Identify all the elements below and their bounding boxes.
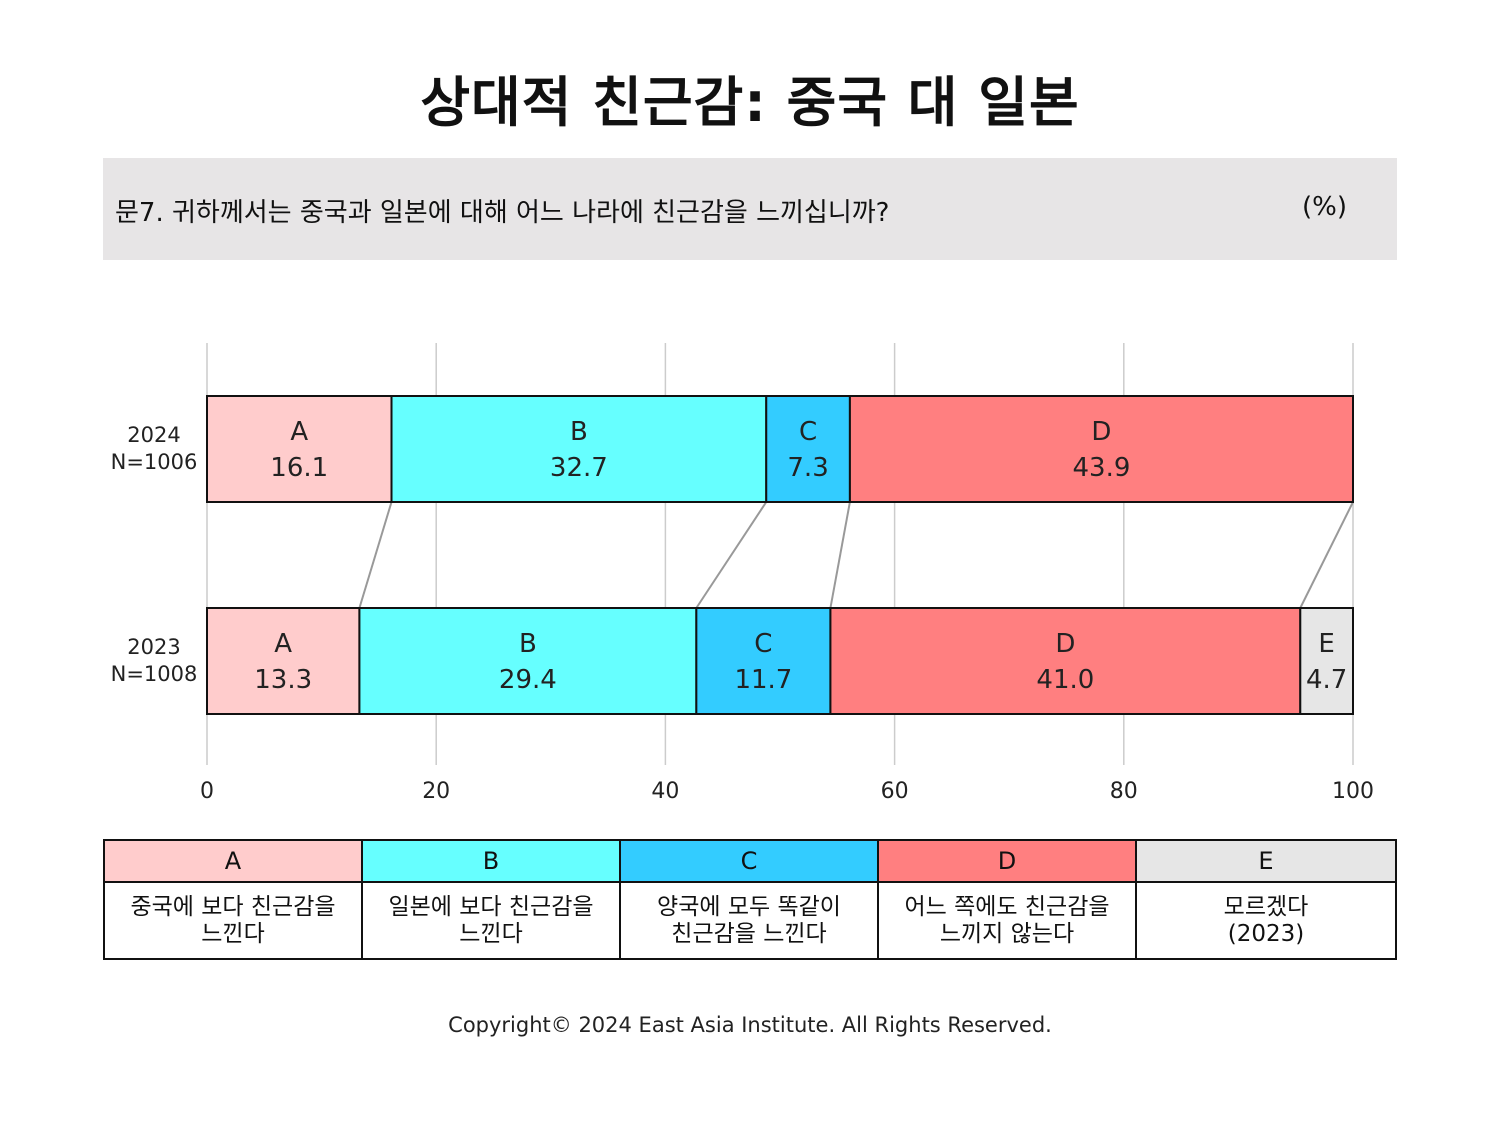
legend-key-D: D [879, 841, 1137, 883]
bar-key-label-2023-C: C [754, 629, 772, 659]
legend-desc-A: 중국에 보다 친근감을 느낀다 [105, 883, 363, 958]
data-label-2023-B: 29.4 [499, 665, 557, 695]
page-title: 상대적 친근감: 중국 대 일본 [420, 71, 1080, 134]
legend-desc-C: 양국에 모두 똑같이 친근감을 느낀다 [621, 883, 879, 958]
bar-2024-D [848, 395, 1354, 503]
data-label-2024-D: 43.9 [1073, 453, 1131, 483]
x-tick-label-20: 20 [422, 779, 450, 804]
x-tick-label-0: 0 [200, 779, 214, 804]
legend-key-E: E [1137, 841, 1395, 883]
x-tick-label-60: 60 [881, 779, 909, 804]
bar-2023-A [206, 607, 361, 715]
bar-2024-A [206, 395, 393, 503]
legend-desc-E: 모르겠다 (2023) [1223, 893, 1309, 947]
copyright-text: Copyright© 2024 East Asia Institute. All… [448, 1013, 1052, 1037]
question-box: 문7. 귀하께서는 중국과 일본에 대해 어느 나라에 친근감을 느끼십니까? … [103, 158, 1397, 260]
data-label-2024-A: 16.1 [270, 453, 328, 483]
connector-line-C [829, 501, 851, 609]
bar-key-label-2023-D: D [1055, 629, 1075, 659]
bar-key-label-2024-D: D [1091, 417, 1111, 447]
connector-line-B [695, 501, 768, 609]
bar-2024-B [390, 395, 768, 503]
bar-2023-E [1299, 607, 1355, 715]
bar-key-label-2023-B: B [519, 629, 537, 659]
bar-2023-B [358, 607, 698, 715]
connector-line-D [1299, 501, 1354, 609]
row-label-n-2024: N=1006 [111, 450, 198, 474]
bar-2023-C [695, 607, 832, 715]
data-label-2023-D: 41.0 [1036, 665, 1094, 695]
legend-desc-D: 어느 쪽에도 친근감을 느끼지 않는다 [879, 883, 1137, 958]
data-label-2023-C: 11.7 [734, 665, 792, 695]
row-label-year-2024: 2024 [127, 423, 180, 447]
x-tick-label-100: 100 [1332, 779, 1374, 804]
bar-key-label-2024-A: A [290, 417, 308, 447]
question-unit: (%) [1302, 192, 1347, 222]
data-label-2024-B: 32.7 [550, 453, 608, 483]
x-tick-label-80: 80 [1110, 779, 1138, 804]
data-label-2023-A: 13.3 [254, 665, 312, 695]
legend-desc-B: 일본에 보다 친근감을 느낀다 [363, 883, 621, 958]
x-tick-label-40: 40 [651, 779, 679, 804]
bar-key-label-2023-E: E [1318, 629, 1334, 659]
row-label-n-2023: N=1008 [111, 662, 198, 686]
legend-table: A B C D E 중국에 보다 친근감을 느낀다 일본에 보다 친근감을 느낀다 양국에 모… [103, 839, 1397, 960]
row-label-year-2023: 2023 [127, 635, 180, 659]
connector-line-A [358, 501, 393, 609]
bar-key-label-2024-C: C [799, 417, 817, 447]
stacked-bar-chart: 0 20 40 60 80 100 A 16.1 B 32.7 C 7.3 D 43.9 2024 N=100… [111, 343, 1374, 804]
question-text: 문7. 귀하께서는 중국과 일본에 대해 어느 나라에 친근감을 느끼십니까? [115, 198, 890, 228]
legend-key-C: C [621, 841, 879, 883]
bar-2024-C [765, 395, 851, 503]
legend-key-A: A [105, 841, 363, 883]
bar-key-label-2023-A: A [274, 629, 292, 659]
legend-key-B: B [363, 841, 621, 883]
bar-2023-D [829, 607, 1302, 715]
bar-key-label-2024-B: B [570, 417, 588, 447]
data-label-2024-C: 7.3 [787, 453, 828, 483]
data-label-2023-E: 4.7 [1306, 665, 1347, 695]
